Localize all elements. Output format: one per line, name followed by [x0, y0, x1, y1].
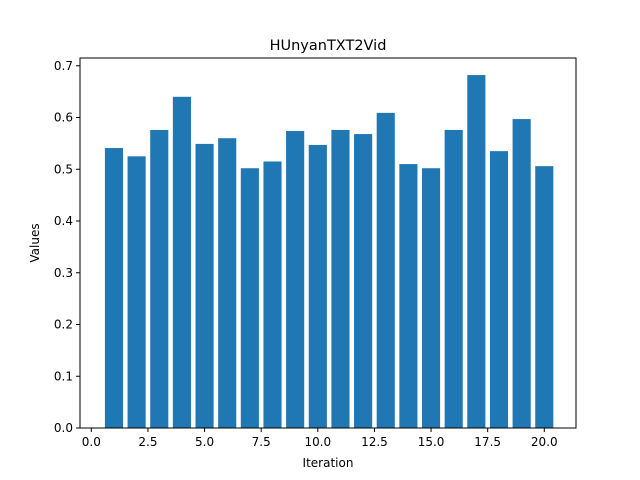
- bar-iteration-19: [512, 119, 531, 429]
- ticks-group: 0.0 2.5 5.0 7.5 10.0 12.5 15.0 17.5 20.0 0.0 0.1 0.…: [54, 59, 558, 449]
- x-tick-label: 15.0: [418, 435, 445, 449]
- x-tick-label: 7.5: [252, 435, 271, 449]
- bar-iteration-11: [331, 129, 350, 429]
- bar-iteration-18: [489, 151, 509, 428]
- x-tick-label: 10.0: [304, 435, 331, 449]
- x-tick-label: 0.0: [82, 435, 101, 449]
- bar-iteration-4: [172, 96, 191, 428]
- bar-iteration-2: [127, 156, 146, 428]
- y-tick-label: 0.4: [54, 214, 73, 228]
- bar-iteration-14: [399, 164, 418, 428]
- y-axis-label: Values: [28, 223, 42, 262]
- bar-iteration-7: [240, 168, 259, 429]
- y-tick-label: 0.7: [54, 59, 73, 73]
- bar-iteration-16: [444, 129, 463, 429]
- y-tick-label: 0.6: [54, 111, 73, 125]
- y-tick-label: 0.2: [54, 318, 73, 332]
- bar-iteration-13: [376, 112, 395, 428]
- bar-iteration-6: [218, 138, 237, 429]
- x-tick-label: 20.0: [531, 435, 558, 449]
- bar-iteration-17: [467, 75, 486, 429]
- bars-group: [104, 75, 554, 429]
- y-tick-label: 0.3: [54, 266, 73, 280]
- y-tick-label: 0.1: [54, 369, 73, 383]
- x-tick-label: 17.5: [474, 435, 501, 449]
- bar-iteration-3: [150, 129, 169, 429]
- x-tick-label: 2.5: [138, 435, 157, 449]
- y-tick-label: 0.0: [54, 421, 73, 435]
- bar-iteration-10: [308, 144, 327, 428]
- bar-iteration-20: [535, 166, 554, 428]
- bar-iteration-1: [104, 148, 124, 428]
- bar-iteration-8: [263, 161, 282, 428]
- y-tick-label: 0.5: [54, 162, 73, 176]
- chart-title: HUnyanTXT2Vid: [270, 38, 387, 54]
- plot-frame: [79, 57, 577, 429]
- bar-iteration-9: [286, 130, 305, 429]
- bar-iteration-15: [421, 168, 441, 429]
- bar-iteration-5: [195, 143, 214, 428]
- x-tick-label: 5.0: [195, 435, 214, 449]
- bar-iteration-12: [354, 134, 373, 428]
- x-axis-label: Iteration: [303, 456, 354, 470]
- x-tick-label: 12.5: [361, 435, 388, 449]
